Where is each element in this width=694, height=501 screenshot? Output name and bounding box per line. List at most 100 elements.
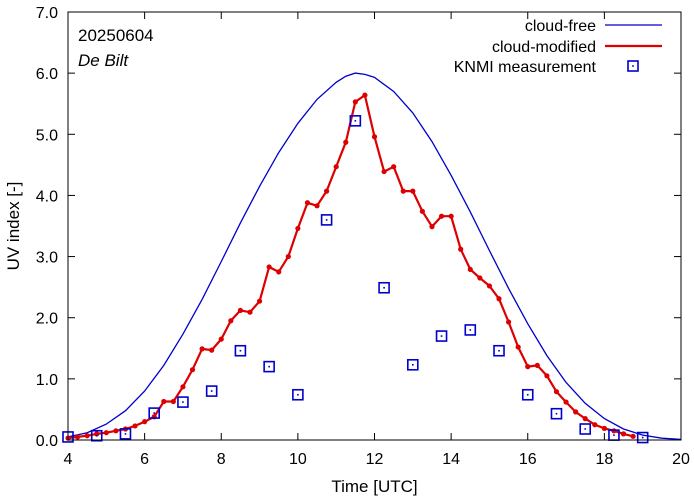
x-tick-label: 18 xyxy=(595,451,613,468)
cloud-modified-point xyxy=(304,200,311,206)
knmi-marker-square xyxy=(636,431,649,444)
x-tick-label: 14 xyxy=(442,451,460,468)
knmi-marker-square xyxy=(464,324,477,336)
knmi-measurement-point xyxy=(205,385,218,397)
knmi-marker-square xyxy=(148,407,161,419)
cloud-modified-point xyxy=(218,336,224,342)
y-axis-title: UV index [-] xyxy=(4,182,23,271)
cloud-modified-point xyxy=(601,425,607,431)
legend-label-cloud-modified: cloud-modified xyxy=(492,39,596,56)
knmi-measurement-point xyxy=(119,428,132,440)
cloud-modified-point xyxy=(132,423,138,429)
knmi-marker-dot xyxy=(268,365,270,368)
cloud-modified-point xyxy=(314,203,320,209)
cloud-modified-point xyxy=(199,346,205,352)
cloud-modified-point xyxy=(209,347,215,353)
cloud-modified-point xyxy=(563,399,569,405)
knmi-measurement-point xyxy=(493,344,505,357)
knmi-marker-square xyxy=(263,360,275,373)
y-tick-label: 3.0 xyxy=(36,250,58,267)
cloud-modified-point xyxy=(103,430,109,436)
cloud-modified-point xyxy=(525,364,531,370)
series-line-cloud-modified xyxy=(67,94,634,440)
cloud-modified-point xyxy=(161,398,167,405)
cloud-modified-point xyxy=(573,409,579,415)
knmi-marker-square xyxy=(407,358,419,371)
cloud-modified-point xyxy=(295,225,301,232)
y-tick-label: 0.0 xyxy=(36,433,58,450)
date-annotation: 20250604 xyxy=(78,26,154,45)
x-tick-label: 16 xyxy=(519,451,537,468)
knmi-marker-square xyxy=(579,423,592,435)
knmi-marker-square xyxy=(205,385,218,397)
cloud-modified-point xyxy=(362,92,368,98)
knmi-measurement-point xyxy=(263,360,275,373)
cloud-modified-point xyxy=(113,428,119,434)
cloud-modified-point xyxy=(142,419,148,425)
y-tick-label: 6.0 xyxy=(36,66,58,83)
knmi-marker-square xyxy=(521,388,534,401)
knmi-marker-dot xyxy=(383,286,385,289)
knmi-marker-square xyxy=(550,407,563,420)
knmi-marker-square xyxy=(320,214,333,226)
knmi-marker-square xyxy=(378,281,390,294)
knmi-measurement-point xyxy=(636,431,649,444)
knmi-measurement-point xyxy=(320,214,333,226)
station-annotation: De Bilt xyxy=(78,51,129,70)
knmi-marker-dot xyxy=(325,219,328,221)
series-line-cloud-free xyxy=(67,72,682,441)
y-tick-label: 1.0 xyxy=(36,372,58,389)
cloud-modified-point xyxy=(467,266,473,273)
cloud-modified-point xyxy=(170,398,176,405)
knmi-measurement-point xyxy=(579,423,592,435)
cloud-modified-point xyxy=(256,298,263,304)
knmi-marker-dot xyxy=(613,434,615,436)
cloud-modified-point xyxy=(381,168,387,175)
cloud-modified-point xyxy=(620,431,627,437)
knmi-marker-dot xyxy=(239,349,242,352)
knmi-measurement-point xyxy=(435,330,448,342)
knmi-marker-dot xyxy=(526,393,529,396)
cloud-modified-point xyxy=(505,319,512,325)
legend-label-cloud-free: cloud-free xyxy=(525,18,596,35)
x-tick-label: 12 xyxy=(366,451,384,468)
knmi-measurement-point xyxy=(90,429,103,442)
legend-marker-square xyxy=(627,60,639,72)
knmi-marker-square xyxy=(493,344,505,357)
knmi-marker-dot xyxy=(210,390,213,392)
knmi-marker-dot xyxy=(354,120,357,122)
cloud-modified-point xyxy=(74,434,81,440)
cloud-modified-point xyxy=(400,188,406,194)
axis-ticks: 4 6 8 10 12 14 16 18 20 0.0 1.0 2.0 3.0 4.0 5.0 6.0 7.0 xyxy=(36,5,690,468)
cloud-modified-point xyxy=(352,99,358,105)
knmi-marker-dot xyxy=(498,349,500,352)
cloud-modified-point xyxy=(237,307,244,313)
knmi-measurement-point xyxy=(464,324,477,336)
knmi-measurement-point xyxy=(349,115,362,127)
x-tick-label: 10 xyxy=(289,451,307,468)
y-tick-label: 7.0 xyxy=(36,5,58,22)
knmi-measurement-point xyxy=(148,407,161,419)
cloud-modified-point xyxy=(276,269,282,275)
cloud-modified-point xyxy=(582,416,588,422)
cloud-modified-point xyxy=(84,433,90,439)
knmi-measurement-point xyxy=(234,344,247,357)
cloud-modified-point xyxy=(486,283,493,289)
cloud-modified-point xyxy=(592,422,598,428)
cloud-modified-point xyxy=(630,433,636,439)
cloud-modified-point xyxy=(534,362,540,369)
cloud-modified-point xyxy=(410,188,416,194)
legend-label-knmi-measurement: KNMI measurement xyxy=(454,59,597,76)
cloud-modified-point xyxy=(343,139,349,145)
series-layer xyxy=(62,72,682,444)
cloud-modified-point xyxy=(419,208,425,214)
cloud-modified-point xyxy=(448,213,454,219)
knmi-marker-square xyxy=(234,344,247,357)
knmi-marker-square xyxy=(435,330,448,342)
knmi-marker-dot xyxy=(95,434,98,437)
cloud-modified-point xyxy=(515,344,521,350)
knmi-marker-dot xyxy=(469,329,472,331)
cloud-modified-point xyxy=(94,431,100,437)
knmi-marker-dot xyxy=(555,412,558,415)
knmi-marker-dot xyxy=(584,428,587,430)
